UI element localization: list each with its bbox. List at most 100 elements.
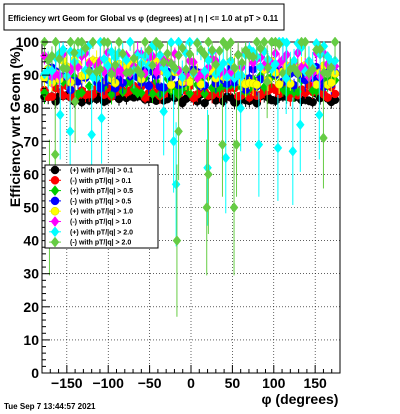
legend-label: (-) with pT/|q| > 1.0 xyxy=(70,219,131,226)
data-point xyxy=(330,36,340,48)
legend-marker xyxy=(50,206,60,216)
data-point xyxy=(110,59,120,71)
outlier-point xyxy=(254,139,264,151)
outlier-point xyxy=(221,152,231,164)
data-point xyxy=(137,87,146,99)
data-point xyxy=(58,44,68,56)
data-point xyxy=(308,97,317,107)
legend-label: (-) with pT/|q| > 0.1 xyxy=(70,178,131,185)
data-point xyxy=(155,39,165,51)
outlier-point xyxy=(229,202,239,213)
outlier-point xyxy=(314,109,324,121)
data-point xyxy=(248,51,258,63)
data-point xyxy=(163,48,172,60)
x-tick-label: −150 xyxy=(51,375,83,391)
data-point xyxy=(114,36,124,48)
y-tick-label: 0 xyxy=(31,365,39,381)
legend-marker xyxy=(50,176,60,185)
data-point xyxy=(51,36,60,48)
title-box xyxy=(3,3,285,31)
data-point xyxy=(189,66,198,78)
axes: −150 −100 −50 0 50 100 150 0 10 20 30 40 50 60 70 80 90 1… xyxy=(16,34,341,391)
data-points xyxy=(40,36,340,317)
data-point xyxy=(274,38,284,50)
legend-box xyxy=(44,164,159,249)
x-tick-label: 100 xyxy=(262,375,286,391)
y-tick-label: 30 xyxy=(23,266,39,282)
data-point xyxy=(271,58,280,70)
outlier-point xyxy=(174,125,183,137)
data-point xyxy=(259,36,269,48)
outlier-point xyxy=(171,178,181,190)
data-point xyxy=(159,56,169,68)
data-point xyxy=(84,65,94,77)
legend-marker xyxy=(50,165,60,175)
data-point xyxy=(308,63,318,75)
data-point xyxy=(230,62,239,74)
data-point xyxy=(47,50,57,62)
data-point xyxy=(148,60,157,71)
x-tick-label: 50 xyxy=(225,375,241,391)
data-point xyxy=(204,36,213,48)
x-tick-label: −50 xyxy=(138,375,162,391)
legend: (+) with pT/|q| > 0.1 (-) with pT/|q| > 0… xyxy=(44,164,159,249)
data-point xyxy=(163,68,172,80)
y-tick-label: 20 xyxy=(23,299,39,315)
data-point xyxy=(55,70,64,81)
x-axis-label: φ (degrees) xyxy=(262,391,339,407)
outlier-point xyxy=(50,149,60,160)
data-point xyxy=(174,49,183,61)
data-point xyxy=(252,36,262,48)
y-tick-label: 10 xyxy=(23,332,39,348)
data-point xyxy=(207,44,217,56)
outlier-point xyxy=(55,109,65,121)
data-point xyxy=(185,88,195,99)
legend-label: (-) with pT/|q| > 2.0 xyxy=(70,240,131,247)
data-point xyxy=(323,93,332,102)
data-point xyxy=(99,53,109,65)
data-point xyxy=(144,44,154,56)
data-point xyxy=(222,71,232,83)
data-point xyxy=(140,36,150,48)
y-tick-label: 70 xyxy=(23,133,39,149)
y-axis-label: Efficiency wrt Geom (%) xyxy=(7,47,23,207)
legend-marker xyxy=(50,185,60,197)
data-point xyxy=(129,52,139,64)
x-tick-label: 0 xyxy=(187,375,195,391)
data-point xyxy=(315,43,325,55)
data-point xyxy=(88,36,98,48)
data-point xyxy=(47,92,57,101)
timestamp: Tue Sep 7 13:44:57 2021 xyxy=(4,402,96,411)
data-point xyxy=(215,45,224,57)
legend-marker xyxy=(50,196,60,206)
data-point xyxy=(263,62,273,74)
data-point xyxy=(69,47,79,59)
data-point xyxy=(137,68,146,80)
outlier-point xyxy=(262,76,272,88)
data-point xyxy=(66,36,75,48)
data-point xyxy=(237,57,247,69)
data-point xyxy=(125,36,135,48)
data-point xyxy=(192,37,202,49)
data-point xyxy=(330,89,340,99)
data-point xyxy=(323,51,332,62)
data-point xyxy=(122,54,131,66)
data-point xyxy=(252,80,262,89)
legend-label: (+) with pT/|q| > 0.5 xyxy=(70,188,133,195)
data-point xyxy=(107,46,116,58)
data-point xyxy=(200,65,209,77)
data-point xyxy=(330,55,340,67)
outlier-point xyxy=(65,125,75,137)
data-point xyxy=(274,80,284,89)
data-point xyxy=(200,88,209,100)
data-point xyxy=(103,60,113,72)
outlier-point xyxy=(273,142,283,154)
legend-label: (+) with pT/|q| > 1.0 xyxy=(70,209,133,216)
data-point xyxy=(218,57,228,69)
data-point xyxy=(327,78,336,88)
x-tick-label: 150 xyxy=(303,375,327,391)
outlier-point xyxy=(281,73,291,84)
chart-title: Efficiency wrt Geom for Global vs φ (deg… xyxy=(8,14,279,23)
data-point xyxy=(204,54,213,66)
